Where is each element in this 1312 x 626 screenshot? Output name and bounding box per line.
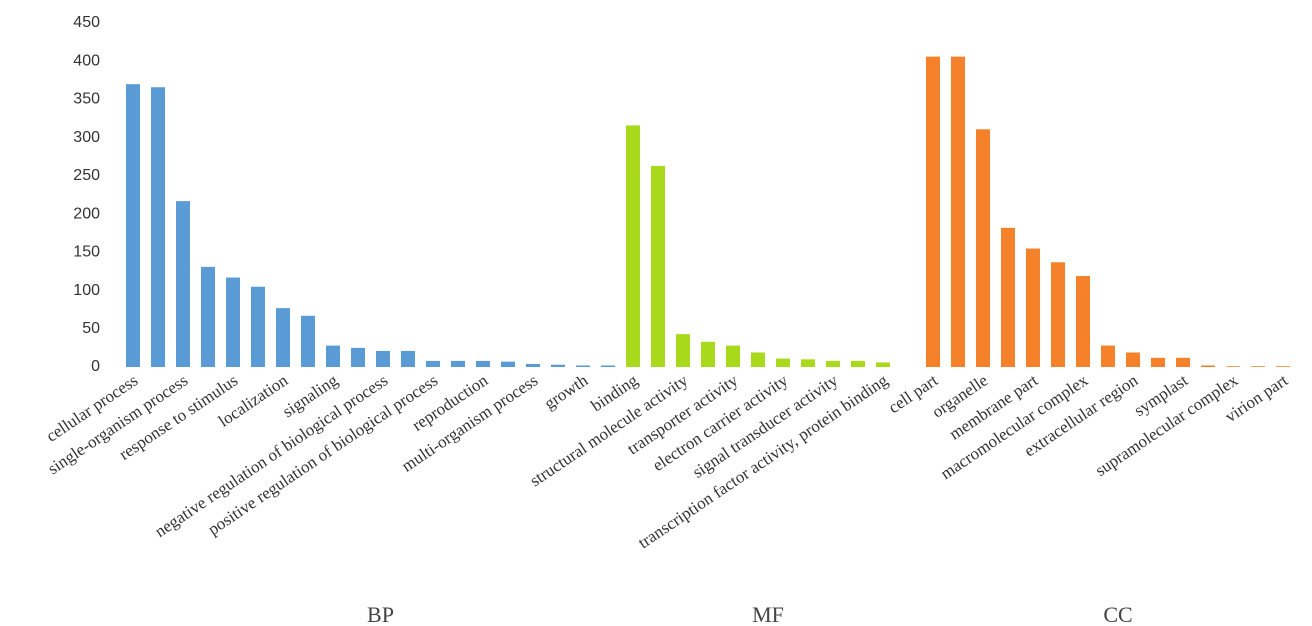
y-tick-label: 250 (73, 167, 100, 184)
y-tick-label: 200 (73, 205, 100, 222)
x-tick-label: growth (541, 370, 592, 413)
bar (176, 201, 190, 367)
bar (126, 84, 140, 368)
bar (501, 361, 515, 367)
y-tick-label: 400 (73, 52, 100, 69)
bar (351, 347, 365, 367)
bar (201, 266, 215, 367)
y-tick-label: 300 (73, 129, 100, 146)
y-tick-label: 350 (73, 91, 100, 108)
bar (226, 277, 240, 367)
bar (151, 87, 165, 368)
bar (451, 360, 465, 367)
bar (751, 352, 765, 367)
bar (476, 360, 490, 367)
bar (1051, 262, 1065, 367)
bar (651, 165, 665, 367)
bar (676, 334, 690, 367)
bar (276, 308, 290, 367)
bar (1226, 366, 1240, 367)
bar (1151, 357, 1165, 367)
y-tick-label: 50 (82, 320, 100, 337)
bar (1076, 276, 1090, 367)
bar (926, 56, 940, 367)
bar (1201, 365, 1215, 367)
bar (401, 350, 415, 367)
bar (1101, 345, 1115, 367)
bar (426, 360, 440, 367)
y-tick-label: 100 (73, 282, 100, 299)
y-tick-label: 150 (73, 244, 100, 261)
bar (301, 315, 315, 367)
bar (1176, 357, 1190, 367)
bar (801, 359, 815, 367)
bar (776, 358, 790, 367)
bar (576, 365, 590, 367)
bar (876, 362, 890, 367)
bar (251, 286, 265, 367)
bar (626, 125, 640, 368)
bar (376, 350, 390, 367)
bar (1251, 366, 1265, 367)
bar (726, 345, 740, 367)
bar (1026, 248, 1040, 367)
bar (851, 360, 865, 367)
bar (1001, 227, 1015, 367)
bar (1126, 352, 1140, 367)
bar (1276, 366, 1290, 367)
bar (551, 364, 565, 367)
bar (701, 341, 715, 367)
group-label: CC (1103, 602, 1132, 626)
bar (326, 345, 340, 367)
bar (826, 360, 840, 367)
bar (601, 365, 615, 367)
bar (951, 56, 965, 367)
y-tick-label: 0 (91, 358, 100, 375)
group-label: BP (367, 602, 394, 626)
bar (526, 363, 540, 367)
y-tick-label: 450 (73, 14, 100, 31)
group-label: MF (752, 602, 784, 626)
bar (976, 129, 990, 367)
